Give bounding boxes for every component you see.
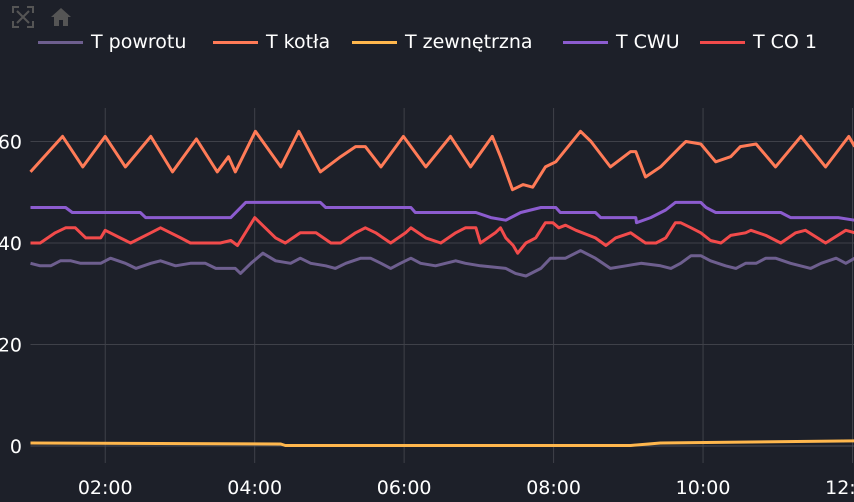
- y-axis-ticks: 0 20 40 60: [0, 132, 22, 459]
- x-tick-label: 10:00: [676, 477, 731, 499]
- legend-item[interactable]: T zewnętrzna: [352, 28, 533, 56]
- y-tick-label: 0: [10, 436, 22, 458]
- legend-label: T powrotu: [91, 31, 187, 53]
- series-line-t-zewnętrzna[interactable]: [30, 439, 854, 447]
- legend-swatch: [352, 40, 397, 44]
- y-tick-label: 40: [0, 233, 22, 255]
- autoscale-icon: [12, 6, 34, 28]
- legend-item[interactable]: T CWU: [563, 28, 680, 56]
- legend-swatch: [700, 40, 745, 44]
- legend-item[interactable]: T kotła: [213, 28, 330, 56]
- series-line-t-powrotu[interactable]: [30, 249, 854, 278]
- legend-swatch: [213, 40, 258, 44]
- y-tick-label: 20: [0, 335, 22, 357]
- autoscale-button[interactable]: [10, 4, 36, 30]
- legend-label: T kotła: [266, 31, 331, 53]
- series-line-t-kotła[interactable]: [29, 129, 854, 192]
- x-tick-label: 02:00: [78, 477, 133, 499]
- legend-item[interactable]: T CO 1: [700, 28, 817, 56]
- x-tick-label: 04:00: [227, 477, 282, 499]
- gridlines: [30, 108, 854, 463]
- legend-label: T CO 1: [753, 31, 817, 53]
- legend-swatch: [563, 40, 608, 44]
- home-icon: [51, 8, 71, 26]
- y-tick-label: 60: [0, 132, 22, 154]
- legend-label: T CWU: [616, 31, 680, 53]
- series-lines: [29, 129, 854, 447]
- legend-label: T zewnętrzna: [405, 31, 533, 53]
- reset-home-button[interactable]: [48, 4, 74, 30]
- x-tick-label: 12:00: [825, 477, 854, 499]
- modebar: [10, 4, 74, 30]
- legend-swatch: [38, 40, 83, 44]
- x-tick-label: 08:00: [526, 477, 581, 499]
- x-axis-ticks: 02:00 04:00 06:00 08:00 10:00 12:00: [78, 477, 854, 499]
- series-line-t-cwu[interactable]: [30, 200, 854, 225]
- x-tick-label: 06:00: [377, 477, 432, 499]
- series-line-t-co-1[interactable]: [30, 216, 854, 255]
- legend-item[interactable]: T powrotu: [38, 28, 186, 56]
